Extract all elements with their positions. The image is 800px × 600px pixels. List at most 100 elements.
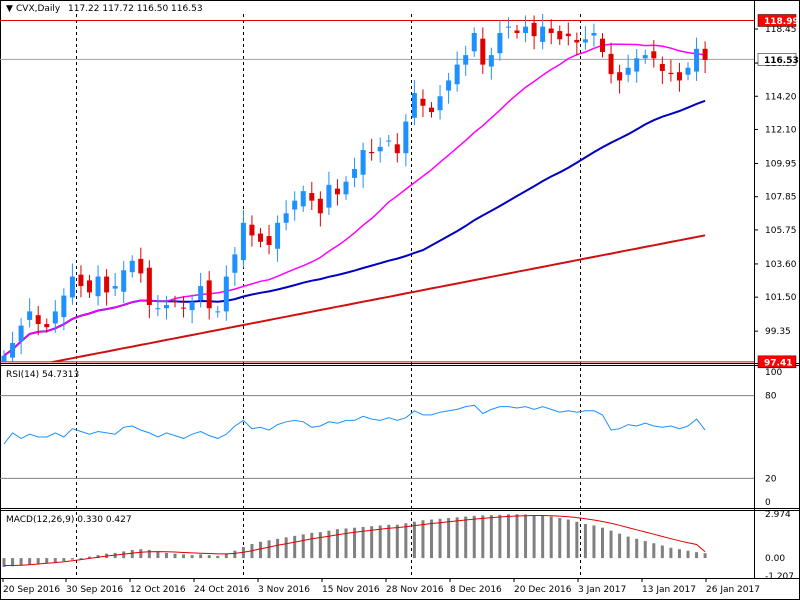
- macd-bar-35: [301, 534, 305, 559]
- macd-bar-0: [2, 558, 6, 567]
- ma-slow-line: [47, 234, 706, 362]
- candle-body-9: [78, 274, 84, 287]
- macd-bar-72: [618, 533, 622, 559]
- macd-bar-75: [643, 541, 647, 559]
- macd-bar-44: [378, 525, 382, 559]
- macd-bar-32: [276, 538, 280, 559]
- macd-bar-70: [601, 527, 604, 559]
- candle-body-52: [446, 80, 452, 91]
- candle-body-1: [10, 343, 16, 358]
- macd-bar-68: [583, 523, 587, 559]
- macd-bar-47: [404, 523, 408, 559]
- candle-body-20: [172, 301, 178, 303]
- candle-body-16: [138, 258, 144, 274]
- candle-body-8: [69, 276, 75, 298]
- header-arrow[interactable]: ▼: [6, 4, 13, 14]
- macd-bar-74: [635, 538, 639, 559]
- macd-bar-50: [430, 519, 433, 559]
- candle-body-28: [240, 222, 246, 261]
- candle-body-61: [523, 26, 529, 33]
- candle-body-81: [694, 48, 700, 72]
- macd-tick-label-0: 2.974: [765, 510, 791, 520]
- macd-bar-19: [164, 552, 168, 559]
- candle-body-40: [343, 181, 349, 195]
- candle-body-7: [61, 295, 67, 318]
- candle-body-66: [565, 33, 571, 37]
- candle-body-27: [232, 254, 238, 273]
- macd-bar-59: [506, 514, 510, 559]
- macd-bar-60: [515, 514, 519, 559]
- macd-bar-25: [216, 555, 220, 559]
- candle-body-22: [189, 301, 195, 311]
- macd-bar-45: [387, 524, 391, 559]
- moving-averages: [3, 43, 706, 362]
- candle-body-64: [548, 28, 554, 33]
- macd-bar-63: [541, 515, 545, 559]
- macd-bar-81: [695, 552, 699, 559]
- candle-body-47: [403, 121, 409, 154]
- candle-body-70: [600, 38, 605, 52]
- candle-body-51: [437, 96, 443, 111]
- macd-bar-22: [190, 555, 194, 559]
- macd-tick-label-2: -1.207: [765, 572, 794, 582]
- macd-bar-62: [532, 515, 536, 559]
- macd-bar-54: [464, 516, 468, 559]
- candle-body-17: [146, 267, 152, 306]
- macd-bar-43: [370, 526, 374, 559]
- candle-body-77: [659, 63, 665, 71]
- time-tick-label-5: 15 Nov 2016: [322, 585, 380, 595]
- macd-bar-73: [626, 536, 630, 559]
- macd-bar-26: [224, 553, 228, 559]
- macd-bar-39: [335, 529, 339, 559]
- candle-body-57: [488, 55, 494, 67]
- price-tick-label-4: 109.95: [765, 159, 797, 169]
- candle-body-33: [283, 213, 289, 223]
- candle-body-53: [454, 64, 460, 85]
- macd-bar-58: [498, 514, 502, 559]
- candle-body-43: [369, 151, 375, 154]
- candle-body-49: [420, 98, 426, 106]
- macd-title: MACD(12,26,9) 0.330 0.427: [6, 515, 132, 525]
- macd-bar-61: [524, 514, 528, 559]
- candle-body-45: [386, 140, 392, 142]
- macd-bar-1: [11, 558, 15, 567]
- macd-bar-36: [310, 532, 314, 559]
- macd-bar-15: [130, 549, 134, 559]
- candle-body-4: [35, 315, 41, 325]
- rsi-tick-label-2: 20: [765, 474, 777, 484]
- candle-body-76: [651, 51, 657, 59]
- candle-body-37: [317, 198, 323, 214]
- candle-body-74: [634, 58, 640, 72]
- candle-body-18: [155, 308, 161, 310]
- macd-panel: MACD(12,26,9) 0.330 0.427 2.974 0.00 -1.20…: [2, 510, 794, 582]
- time-tick-label-7: 8 Dec 2016: [450, 585, 502, 595]
- macd-bar-52: [447, 518, 451, 559]
- ma-fast-line: [3, 43, 706, 357]
- candle-body-56: [480, 38, 486, 65]
- macd-bar-34: [293, 535, 297, 559]
- candle-body-82: [702, 48, 708, 60]
- price-tick-label-3: 112.10: [765, 125, 797, 135]
- candle-body-65: [557, 31, 563, 40]
- macd-bar-69: [592, 525, 596, 559]
- macd-bar-57: [489, 515, 493, 559]
- candle-body-36: [309, 193, 315, 201]
- macd-bar-33: [284, 537, 288, 559]
- candle-body-15: [129, 260, 135, 273]
- macd-bar-21: [182, 554, 186, 559]
- macd-bar-80: [686, 550, 690, 559]
- macd-tick-label-1: 0.00: [765, 554, 785, 564]
- macd-bar-46: [395, 524, 399, 559]
- price-tick-label-6: 105.75: [765, 226, 797, 236]
- candle-body-13: [112, 286, 118, 289]
- macd-bar-7: [62, 558, 66, 562]
- candle-body-2: [18, 325, 24, 342]
- macd-bar-42: [361, 526, 365, 559]
- low-price-tag-box: [757, 355, 797, 369]
- candle-body-72: [617, 72, 623, 81]
- time-tick-label-3: 24 Oct 2016: [194, 585, 250, 595]
- candle-body-44: [377, 146, 383, 152]
- price-tick-label-9: 99.35: [765, 327, 791, 337]
- candle-body-6: [52, 311, 58, 324]
